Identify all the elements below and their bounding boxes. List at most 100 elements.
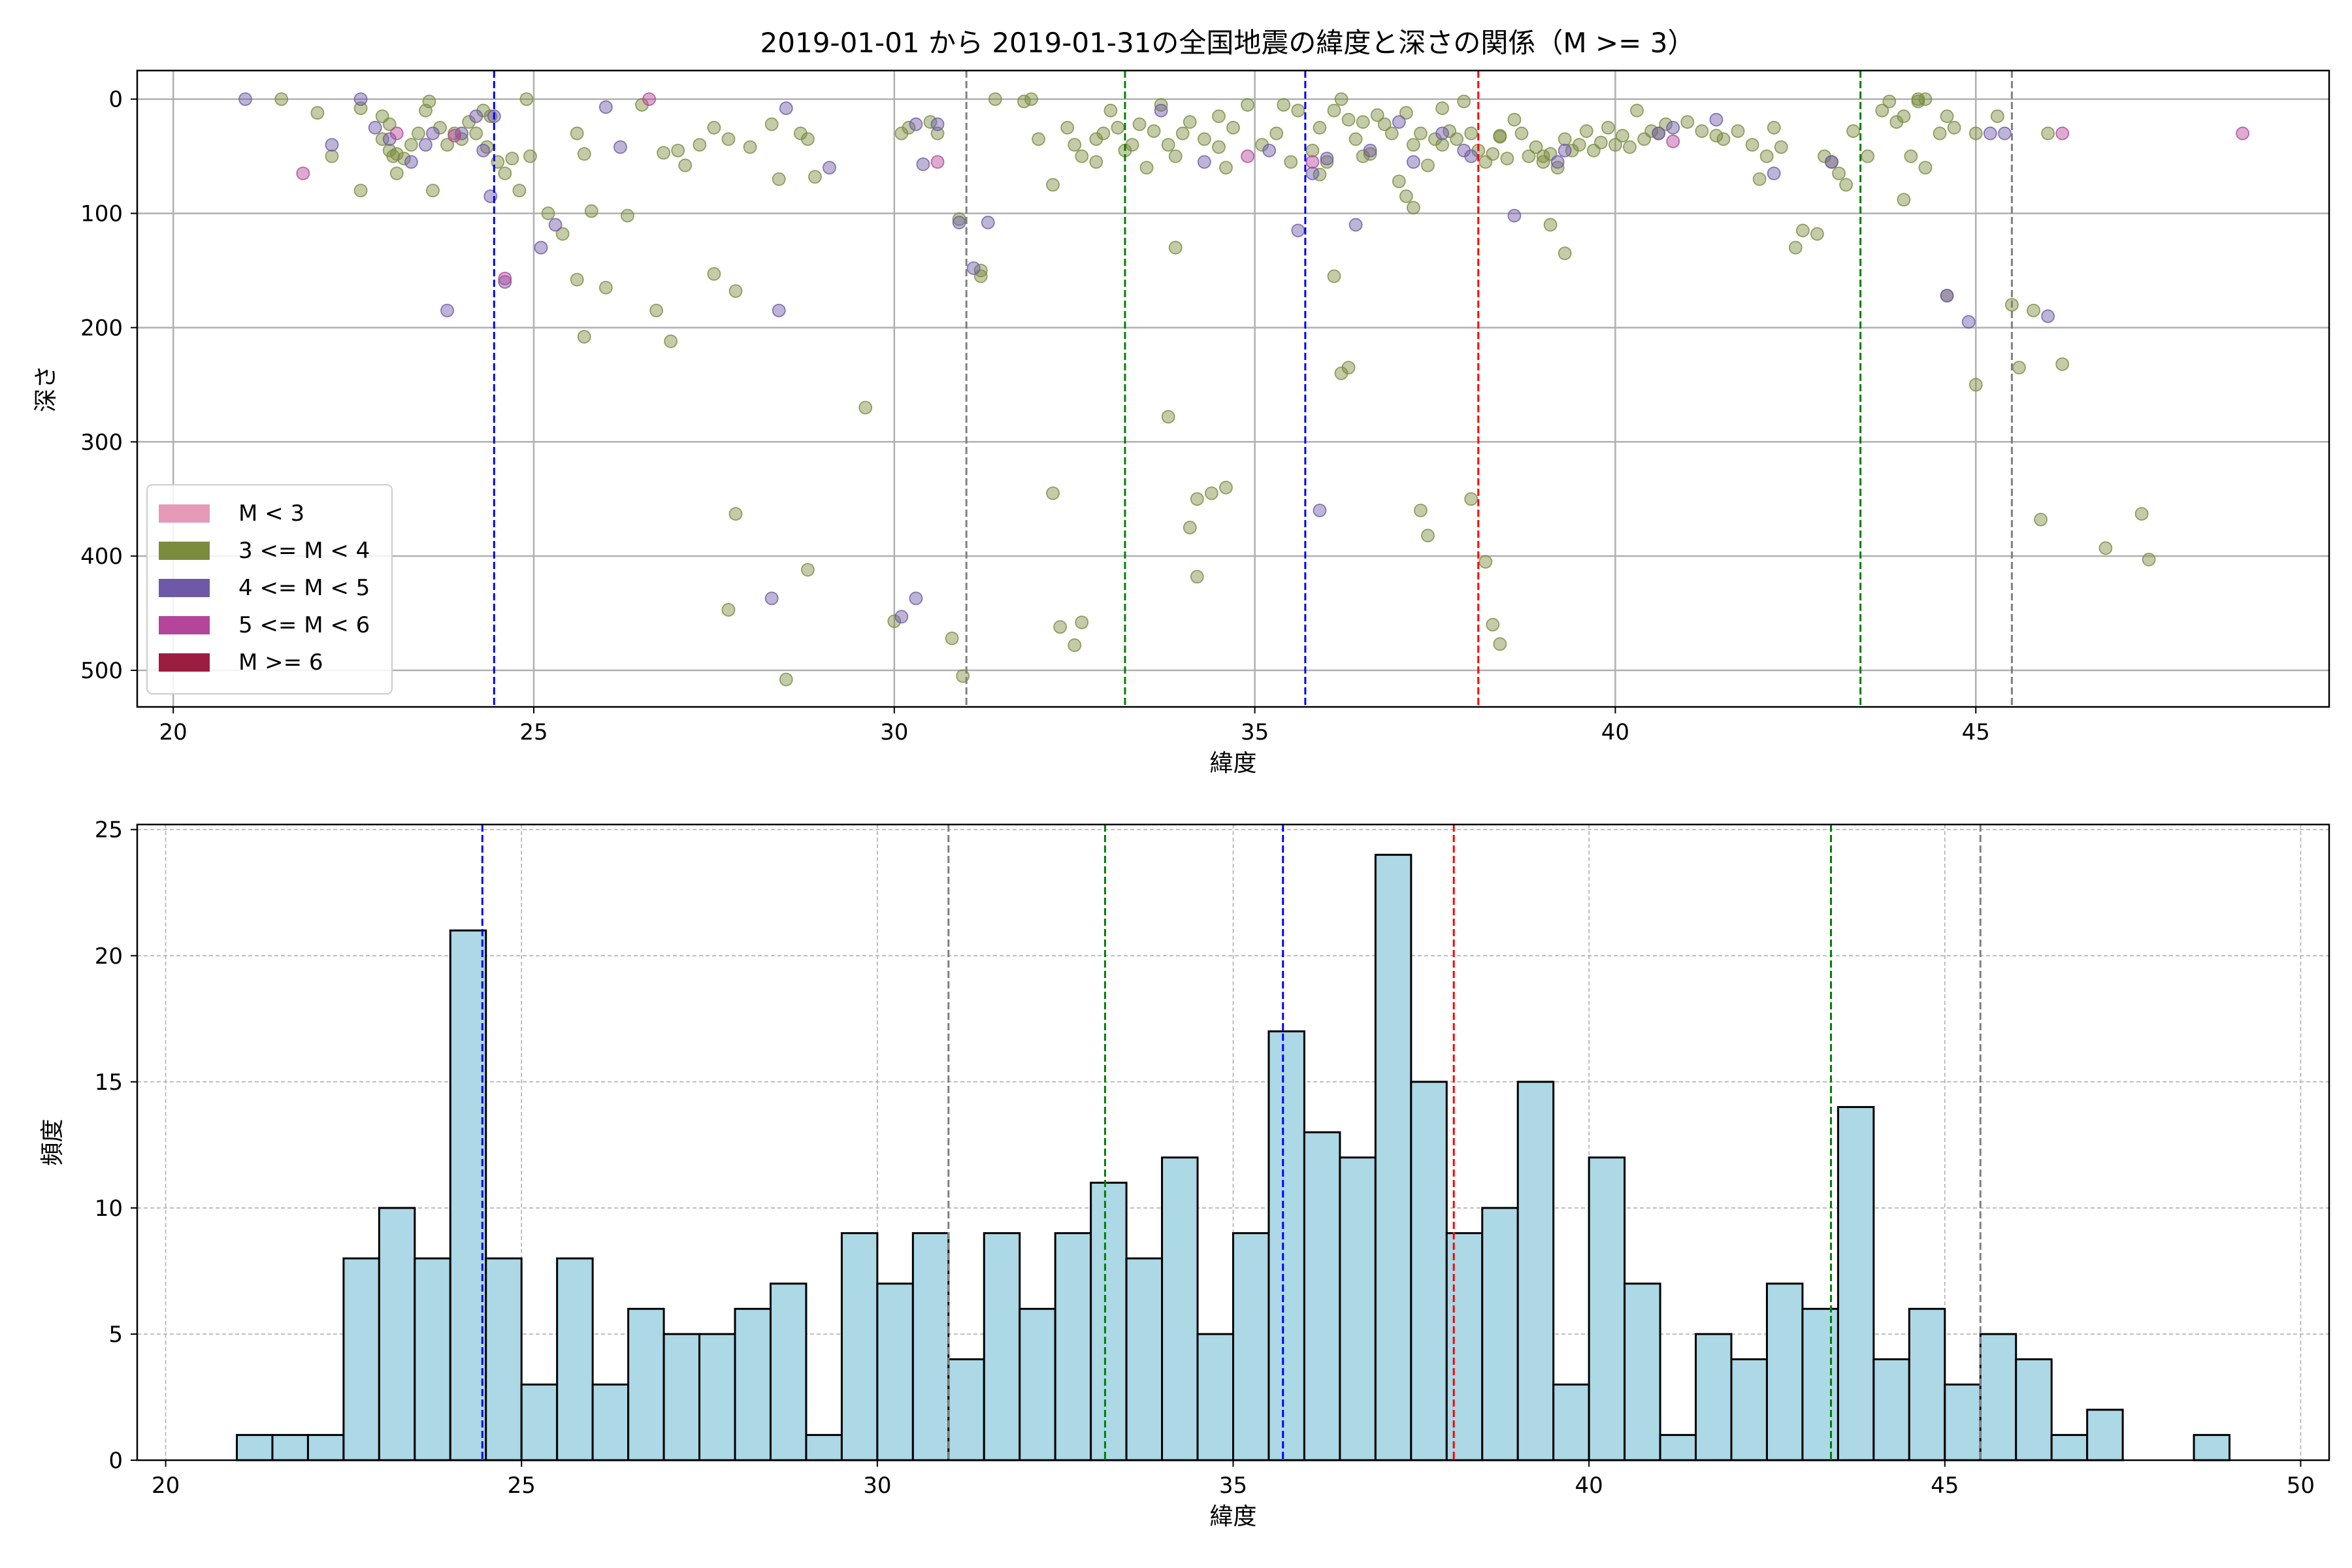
scatter-point (1933, 126, 1947, 140)
scatter-point (1407, 138, 1420, 152)
scatter-point (894, 610, 909, 624)
histogram-bar (485, 1257, 523, 1462)
scatter-point (613, 140, 627, 154)
histogram-bar (1019, 1307, 1056, 1462)
scatter-point (353, 92, 368, 106)
scatter-point (570, 272, 584, 287)
scatter-point (598, 280, 613, 295)
scatter-point (1572, 138, 1586, 152)
scatter-point (764, 117, 779, 131)
scatter-point (909, 117, 923, 131)
scatter-point (966, 261, 981, 275)
scatter-point (1680, 115, 1695, 129)
histogram-y-tick-label: 20 (95, 943, 123, 970)
histogram-bar (1445, 1232, 1484, 1462)
chart-title: 2019-01-01 から 2019-01-31の全国地震の緯度と深さの関係（M… (760, 27, 1695, 59)
histogram-bar (1410, 1081, 1448, 1462)
scatter-point (1666, 135, 1680, 148)
scatter-point (1161, 138, 1175, 152)
histogram-bar (271, 1433, 309, 1462)
scatter-point (325, 138, 339, 152)
scatter-point (1457, 94, 1471, 108)
histogram-bar (1765, 1282, 1804, 1462)
scatter-y-tick-label: 500 (80, 658, 123, 684)
histogram-bar (983, 1232, 1021, 1462)
scatter-plot: 20 25 30 35 40 45 0 100 200 300 400 500 緯度 深さ M < 3… (33, 69, 2330, 777)
scatter-point (823, 161, 836, 175)
scatter-point (1918, 161, 1933, 175)
scatter-point (1997, 126, 2012, 140)
scatter-point (721, 132, 736, 146)
scatter-point (1212, 140, 1226, 154)
scatter-point (397, 152, 411, 166)
scatter-point (404, 138, 418, 152)
legend-box (146, 484, 393, 694)
scatter-point (671, 144, 685, 157)
scatter-point (707, 267, 721, 281)
scatter-point (1983, 126, 1997, 140)
scatter-point (1435, 101, 1449, 116)
scatter-point (930, 117, 945, 131)
scatter-point (1219, 161, 1233, 175)
scatter-point (1759, 149, 1774, 163)
scatter-point (1334, 92, 1348, 106)
scatter-point (389, 126, 404, 140)
scatter-point (2142, 553, 2156, 566)
histogram-bar (769, 1282, 808, 1462)
histogram-bar (1695, 1333, 1733, 1462)
scatter-point (1709, 112, 1723, 127)
scatter-x-tick-label: 40 (1601, 719, 1629, 745)
scatter-point (1175, 126, 1190, 140)
scatter-point (1399, 106, 1413, 120)
legend-label: 5 <= M < 6 (238, 612, 370, 638)
scatter-point (1147, 124, 1161, 139)
scatter-point (952, 216, 966, 229)
scatter-point (1940, 109, 1954, 123)
histogram-bar (698, 1333, 736, 1462)
scatter-point (469, 126, 483, 140)
histogram-bar (1659, 1433, 1697, 1462)
scatter-point (1032, 132, 1045, 146)
scatter-point (1918, 92, 1933, 106)
scatter-point (1810, 227, 1824, 241)
histogram-bar (876, 1282, 914, 1462)
histogram-bar (378, 1207, 416, 1462)
scatter-point (1529, 140, 1543, 154)
scatter-point (1961, 315, 1976, 329)
scatter-point (808, 170, 822, 184)
scatter-y-axis-label: 深さ (33, 365, 59, 412)
scatter-point (325, 149, 339, 163)
histogram-bar (1624, 1282, 1661, 1462)
scatter-points (238, 92, 2249, 687)
scatter-point (2055, 126, 2070, 140)
scatter-point (577, 330, 591, 344)
scatter-point (1601, 121, 1615, 135)
scatter-point (649, 303, 664, 318)
histogram-y-tick-label: 15 (95, 1070, 123, 1096)
scatter-point (1558, 132, 1572, 146)
scatter-point (440, 303, 454, 318)
scatter-point (1277, 98, 1291, 112)
scatter-point (1046, 486, 1060, 500)
scatter-point (1788, 240, 1803, 255)
histogram-y-axis-label: 頻度 (39, 1119, 66, 1166)
scatter-point (988, 92, 1002, 106)
scatter-y-tick-label: 0 (108, 87, 123, 113)
histogram-bar (1837, 1105, 1875, 1462)
scatter-point (368, 121, 382, 135)
scatter-point (1377, 117, 1392, 131)
scatter-point (1089, 132, 1103, 146)
scatter-point (1623, 140, 1637, 154)
histogram-bars (236, 853, 2230, 1462)
scatter-point (657, 146, 671, 160)
scatter-point (412, 126, 425, 140)
scatter-point (555, 227, 570, 241)
histogram-bar (1979, 1333, 2017, 1462)
scatter-point (1882, 94, 1897, 108)
histogram-bar (1516, 1081, 1555, 1462)
histogram-bar (1054, 1232, 1092, 1462)
scatter-point (2041, 126, 2055, 140)
scatter-point (1284, 155, 1298, 169)
scatter-point (310, 106, 325, 120)
scatter-point (1558, 144, 1572, 157)
